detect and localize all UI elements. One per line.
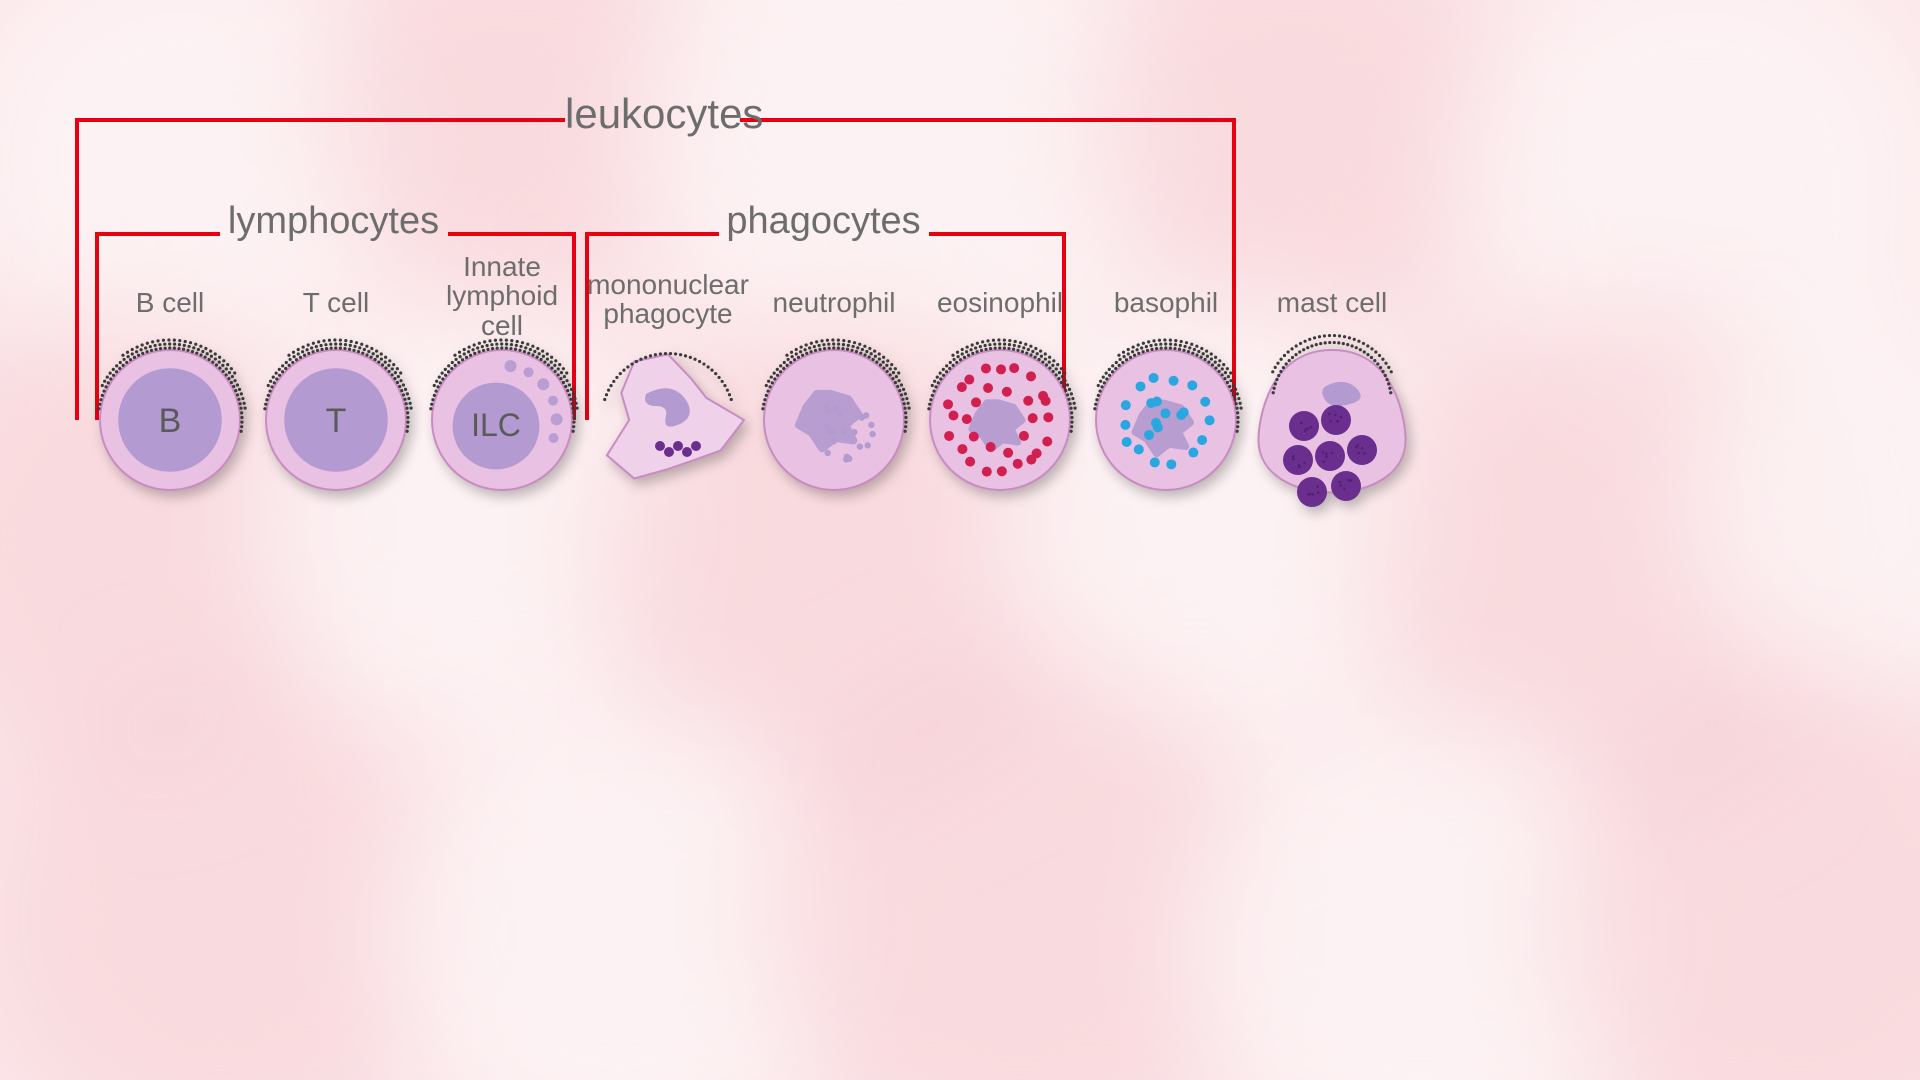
basophil-svg	[1074, 328, 1258, 512]
t-cell-label: T cell	[246, 288, 426, 317]
root-bracket-left-horiz	[75, 118, 565, 122]
neutrophil-svg	[742, 328, 926, 512]
svg-text:T: T	[326, 402, 347, 440]
svg-text:ILC: ILC	[471, 407, 521, 443]
mast-svg	[1240, 328, 1424, 542]
ilc-cell: ILC	[410, 328, 594, 512]
mono-label: mononuclear phagocyte	[578, 270, 758, 329]
basophil-cell	[1074, 328, 1258, 512]
phagocytes-bracket-horiz-right	[929, 232, 1063, 236]
phagocytes-bracket-horiz-left	[585, 232, 719, 236]
mono-cell	[576, 328, 760, 512]
t-cell-svg: T	[244, 328, 428, 512]
lymphocytes-bracket-label: lymphocytes	[220, 200, 448, 243]
background	[0, 0, 1920, 1080]
b-cell-label: B cell	[80, 288, 260, 317]
ilc-svg: ILC	[410, 328, 594, 512]
root-label: leukocytes	[565, 90, 740, 138]
b-cell-svg: B	[78, 328, 262, 512]
mono-svg	[576, 328, 760, 512]
svg-text:B: B	[159, 402, 182, 440]
phagocytes-bracket-label: phagocytes	[719, 200, 929, 243]
mast-label: mast cell	[1242, 288, 1422, 317]
neutrophil-cell	[742, 328, 926, 512]
neutrophil-label: neutrophil	[744, 288, 924, 317]
lymphocytes-bracket-horiz-left	[95, 232, 220, 236]
t-cell-cell: T	[244, 328, 428, 512]
eosinophil-cell	[908, 328, 1092, 512]
root-bracket-right-horiz	[740, 118, 1232, 122]
eosinophil-svg	[908, 328, 1092, 512]
eosinophil-label: eosinophil	[910, 288, 1090, 317]
diagram-stage: leukocytes lymphocytes phagocytes B cellT c…	[0, 0, 1920, 1080]
ilc-label: Innate lymphoid cell	[412, 252, 592, 340]
mast-cell	[1240, 328, 1424, 542]
lymphocytes-bracket-horiz-right	[448, 232, 573, 236]
basophil-label: basophil	[1076, 288, 1256, 317]
b-cell-cell: B	[78, 328, 262, 512]
